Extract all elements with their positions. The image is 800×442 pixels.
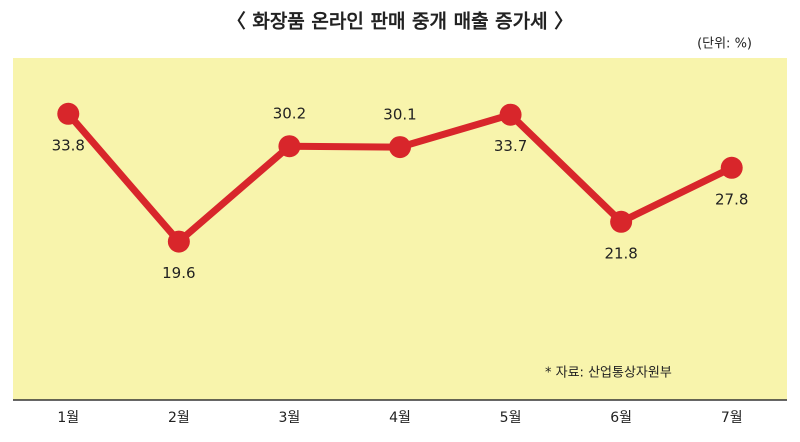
data-point: [389, 136, 411, 159]
x-tick-label: 7월: [721, 410, 743, 426]
data-point: [499, 103, 522, 126]
data-label: 30.2: [273, 105, 306, 123]
x-tick-label: 5월: [500, 410, 522, 426]
data-label: 27.8: [715, 190, 748, 208]
data-point: [610, 210, 633, 233]
x-tick-label: 3월: [279, 410, 301, 426]
data-label: 19.6: [162, 264, 195, 282]
x-tick-label: 1월: [57, 410, 79, 426]
data-label: 30.1: [383, 106, 416, 124]
x-tick-label: 4월: [389, 410, 411, 426]
data-label: 33.8: [52, 136, 85, 154]
plot-area: [13, 58, 787, 400]
unit-label: (단위: %): [697, 37, 752, 52]
source-note: * 자료: 산업통상자원부: [545, 366, 672, 381]
data-point: [167, 230, 190, 253]
data-label: 33.7: [494, 137, 527, 155]
x-tick-label: 2월: [168, 410, 190, 426]
data-label: 21.8: [604, 244, 637, 262]
data-point: [278, 135, 301, 158]
x-tick-label: 6월: [610, 410, 632, 426]
chart-title: 〈 화장품 온라인 판매 중개 매출 증가세 〉: [227, 10, 574, 33]
data-point: [57, 102, 80, 125]
data-point: [720, 156, 743, 179]
